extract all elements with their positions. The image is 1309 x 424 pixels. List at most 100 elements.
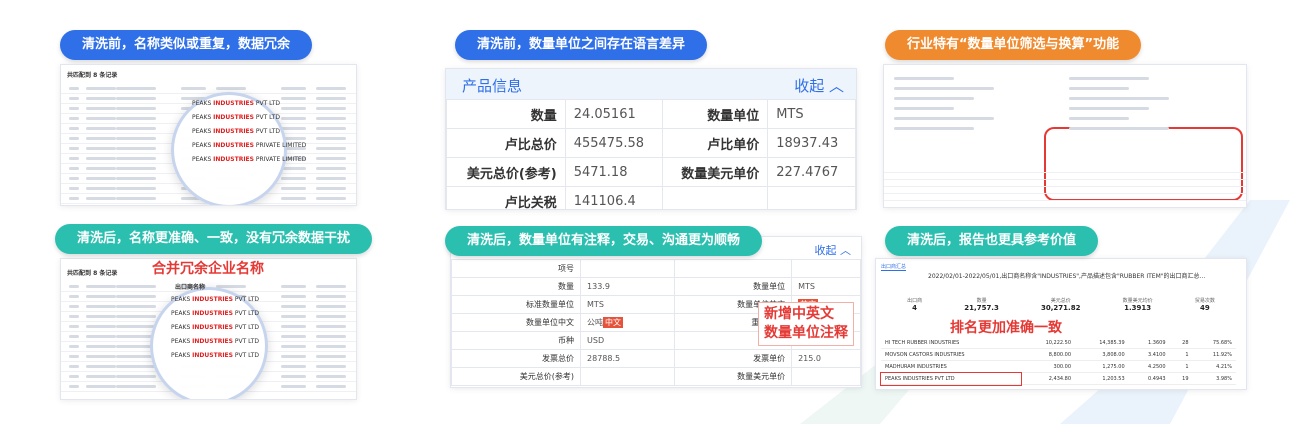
label: 卢比总价 [446, 128, 566, 158]
value: MTS [791, 277, 861, 296]
label: 美元总价(参考) [446, 157, 566, 187]
stat-label: 数量 [976, 298, 987, 304]
table-row [884, 172, 1246, 180]
stat: 数量美元均价 1.3913 [1123, 297, 1153, 317]
table-row: 项号 [451, 259, 861, 278]
stat-label: 出口商 [907, 298, 923, 304]
cell-placeholder [116, 285, 156, 288]
cell: 1.3609 [1128, 337, 1170, 349]
toggle-text[interactable]: 收起 [814, 244, 837, 257]
panel-title: 行业特有“数量单位筛选与换算”功能 [885, 30, 1142, 60]
cell-placeholder [86, 87, 116, 90]
panel-title: 清洗前，名称类似或重复，数据冗余 [60, 30, 313, 60]
label: 卢比单价 [661, 128, 769, 158]
product-info: 产品信息 收起 ︿ 数量 24.05161 数量单位 MTS 卢比总价 455475.58… [445, 68, 857, 210]
cell-placeholder [281, 385, 306, 388]
toggle[interactable]: 收起 ︿ [814, 244, 852, 257]
table-row [884, 165, 1246, 173]
ranking-table: HI TECH RUBBER INDUSTRIES 10,222.50 14,385… [879, 337, 1236, 386]
label: 发票总价 [451, 349, 582, 368]
cell-placeholder [316, 335, 346, 338]
value: USD [580, 331, 676, 350]
cell-placeholder [86, 177, 116, 180]
stat: 美元总价 30,271.82 [1041, 297, 1080, 317]
label: 数量美元单价 [674, 367, 793, 386]
cell-placeholder [69, 335, 79, 338]
field-placeholder [1069, 77, 1149, 80]
name-part: PVT LTD [253, 100, 280, 107]
cell-placeholder [316, 177, 346, 180]
cell-placeholder [69, 345, 79, 348]
cell-placeholder [116, 97, 156, 100]
name-part: PEAKS [171, 296, 193, 303]
stat-value: 49 [1199, 304, 1210, 312]
value [580, 259, 676, 278]
cell-placeholder [86, 315, 116, 318]
name-part: PEAKS [192, 128, 214, 135]
cell-placeholder [116, 157, 156, 160]
cell-placeholder [86, 355, 116, 358]
cell-placeholder [69, 385, 79, 388]
stat-value: 4 [912, 304, 918, 312]
panel-title: 清洗后，名称更准确、一致，没有冗余数据干扰 [55, 224, 373, 254]
value: 24.05161 [564, 99, 663, 129]
cell: 3.4100 [1128, 348, 1170, 361]
cell-placeholder [86, 187, 116, 190]
field-placeholder [1069, 87, 1129, 90]
field-placeholder [894, 127, 974, 130]
company-name: MOVSON CASTORS INDUSTRIES [881, 348, 1022, 361]
cell-placeholder [116, 375, 156, 378]
label: 数量 [446, 99, 566, 129]
report-title: 2022/02/01-2022/05/01,出口商名称含"INDUSTRIES"… [928, 273, 1206, 280]
field-placeholder [894, 107, 954, 110]
cell: 300.00 [1021, 360, 1076, 373]
name-part: PRIVATE LIMITED [253, 142, 307, 149]
cell-placeholder [281, 315, 306, 318]
cell-placeholder [69, 137, 79, 140]
cell-placeholder [316, 157, 346, 160]
value: 141106.4 [564, 186, 663, 209]
cell: 1,203.53 [1075, 372, 1129, 385]
toggle[interactable]: 收起 ︿ [794, 77, 844, 95]
magnifier: 出口商名称 PEAKS INDUSTRIES PVT LTD PEAKS INDUS… [150, 284, 268, 399]
field-placeholder [894, 117, 994, 120]
table-row [884, 179, 1246, 187]
label: 币种 [451, 331, 582, 350]
cell-placeholder [116, 187, 156, 190]
cell-placeholder [86, 385, 116, 388]
value [791, 259, 861, 278]
cell-placeholder [69, 315, 79, 318]
name-part: PRIVATE LIMITED [253, 156, 307, 163]
cell-placeholder [316, 295, 346, 298]
cell-placeholder [86, 335, 116, 338]
cell: 3.98% [1192, 372, 1236, 385]
cell-placeholder [69, 107, 79, 110]
company-name: PEAKS INDUSTRIES PVT LTD [171, 310, 259, 317]
table-row: 卢比关税 141106.4 [446, 186, 856, 209]
cell-placeholder [216, 285, 246, 288]
cell-placeholder [116, 147, 156, 150]
cell-placeholder [86, 117, 116, 120]
cell-placeholder [86, 147, 116, 150]
table-row: 发票总价 28788.5 发票单价 215.0 [451, 349, 861, 368]
label [674, 259, 793, 278]
cell-placeholder [281, 345, 306, 348]
cell-placeholder [116, 177, 156, 180]
cell-placeholder [69, 187, 79, 190]
tab[interactable]: 出口商汇总 [881, 264, 907, 271]
name-part: PVT LTD [232, 352, 259, 359]
cell-placeholder [86, 197, 116, 200]
stat-value: 21,757.3 [964, 304, 999, 312]
label: 数量 [451, 277, 582, 296]
name-part: INDUSTRIES [213, 142, 254, 149]
cell-placeholder [116, 107, 156, 110]
cell: 1 [1169, 348, 1193, 361]
toggle-text[interactable]: 收起 [794, 77, 825, 95]
value: MTS [767, 99, 856, 129]
company-name: PEAKS INDUSTRIES PVT LTD [171, 352, 259, 359]
table-row: 卢比总价 455475.58 卢比单价 18937.43 [446, 128, 856, 158]
cell-placeholder [86, 285, 116, 288]
cell-placeholder [281, 335, 306, 338]
name-part: PEAKS [192, 142, 214, 149]
